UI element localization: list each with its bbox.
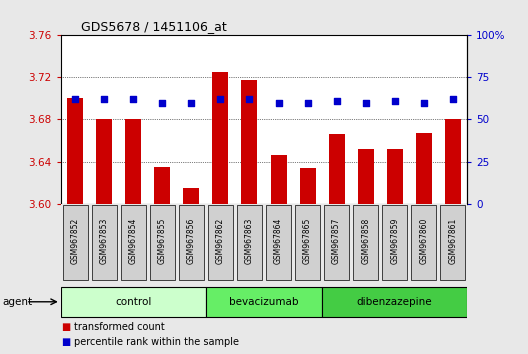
Text: GSM967855: GSM967855 xyxy=(158,218,167,264)
FancyBboxPatch shape xyxy=(237,205,262,280)
Bar xyxy=(416,133,432,204)
FancyBboxPatch shape xyxy=(208,205,233,280)
Point xyxy=(216,96,225,102)
Text: GSM967853: GSM967853 xyxy=(100,218,109,264)
FancyBboxPatch shape xyxy=(440,205,465,280)
Point xyxy=(100,96,109,102)
Text: ■: ■ xyxy=(61,322,70,332)
Point xyxy=(129,96,138,102)
Text: agent: agent xyxy=(3,297,33,307)
FancyBboxPatch shape xyxy=(206,287,322,317)
FancyBboxPatch shape xyxy=(411,205,436,280)
Point xyxy=(361,100,370,105)
Point xyxy=(303,100,312,105)
FancyBboxPatch shape xyxy=(61,287,206,317)
FancyBboxPatch shape xyxy=(92,205,117,280)
Text: ■: ■ xyxy=(61,337,70,347)
Text: GSM967858: GSM967858 xyxy=(361,218,370,264)
Bar xyxy=(445,119,461,204)
FancyBboxPatch shape xyxy=(324,205,349,280)
Bar xyxy=(270,155,287,204)
Bar xyxy=(67,98,83,204)
FancyBboxPatch shape xyxy=(295,205,320,280)
Point xyxy=(245,96,254,102)
Text: GDS5678 / 1451106_at: GDS5678 / 1451106_at xyxy=(81,20,227,33)
Bar xyxy=(212,72,229,204)
Text: GSM967865: GSM967865 xyxy=(303,218,312,264)
FancyBboxPatch shape xyxy=(266,205,291,280)
Text: GSM967864: GSM967864 xyxy=(274,218,283,264)
Point xyxy=(158,100,167,105)
Point xyxy=(187,100,196,105)
Text: GSM967857: GSM967857 xyxy=(332,218,341,264)
Bar xyxy=(154,167,171,204)
FancyBboxPatch shape xyxy=(322,287,467,317)
Bar xyxy=(183,188,200,204)
Text: GSM967856: GSM967856 xyxy=(187,218,196,264)
Bar xyxy=(96,119,112,204)
Bar xyxy=(328,134,345,204)
Point xyxy=(449,96,457,102)
Text: GSM967863: GSM967863 xyxy=(245,218,254,264)
Point xyxy=(391,98,399,104)
Text: transformed count: transformed count xyxy=(74,322,165,332)
Text: GSM967861: GSM967861 xyxy=(448,218,457,264)
Text: GSM967860: GSM967860 xyxy=(419,218,428,264)
Bar xyxy=(125,119,142,204)
FancyBboxPatch shape xyxy=(63,205,88,280)
FancyBboxPatch shape xyxy=(150,205,175,280)
Text: GSM967862: GSM967862 xyxy=(216,218,225,264)
Text: GSM967859: GSM967859 xyxy=(390,218,399,264)
FancyBboxPatch shape xyxy=(353,205,378,280)
Point xyxy=(275,100,283,105)
Point xyxy=(333,98,341,104)
Text: control: control xyxy=(115,297,152,307)
Point xyxy=(420,100,428,105)
Text: bevacizumab: bevacizumab xyxy=(229,297,299,307)
Text: dibenzazepine: dibenzazepine xyxy=(357,297,432,307)
Bar xyxy=(299,168,316,204)
Bar xyxy=(386,149,403,204)
FancyBboxPatch shape xyxy=(121,205,146,280)
FancyBboxPatch shape xyxy=(179,205,204,280)
Text: percentile rank within the sample: percentile rank within the sample xyxy=(74,337,239,347)
Point xyxy=(71,96,80,102)
Text: GSM967854: GSM967854 xyxy=(129,218,138,264)
FancyBboxPatch shape xyxy=(382,205,407,280)
Text: GSM967852: GSM967852 xyxy=(71,218,80,264)
Bar xyxy=(241,80,258,204)
Bar xyxy=(357,149,374,204)
